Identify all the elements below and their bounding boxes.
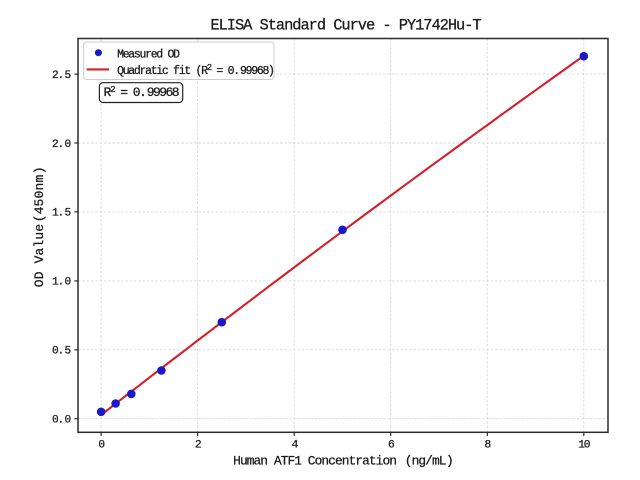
svg-text:Quadratic fit (R2 = 0.99968): Quadratic fit (R2 = 0.99968)	[117, 63, 274, 78]
svg-text:OD Value(450nm): OD Value(450nm)	[32, 166, 47, 287]
svg-text:Measured OD: Measured OD	[117, 49, 180, 62]
svg-text:2: 2	[195, 440, 201, 452]
svg-text:Human ATF1 Concentration (ng/m: Human ATF1 Concentration (ng/mL)	[233, 453, 453, 468]
svg-text:0: 0	[98, 440, 105, 452]
svg-text:4: 4	[291, 440, 298, 452]
svg-text:10: 10	[578, 440, 591, 452]
svg-text:ELISA Standard Curve - PY1742H: ELISA Standard Curve - PY1742Hu-T	[210, 17, 481, 35]
svg-text:6: 6	[388, 440, 394, 452]
svg-text:2.5: 2. 5	[52, 70, 71, 82]
svg-text:2.0: 2. 0	[52, 139, 72, 151]
svg-text:1.5: 1. 5	[52, 208, 71, 220]
svg-text:8: 8	[485, 440, 491, 452]
svg-text:R2 = 0.99968: R2 = 0. 99968	[104, 84, 179, 100]
svg-text:0.5: 0. 5	[52, 346, 71, 358]
svg-text:1.0: 1. 0	[52, 277, 72, 289]
svg-text:0.0: 0. 0	[52, 415, 72, 427]
